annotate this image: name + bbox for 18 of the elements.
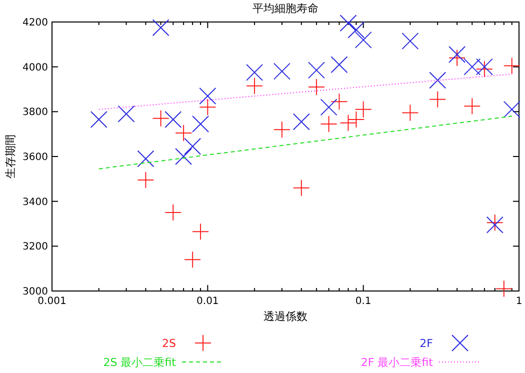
legend-label: 2F 最小二乗fit [360, 356, 434, 369]
x-tick-label: 1 [516, 296, 522, 307]
legend-label: 2S [162, 336, 176, 350]
x-tick-label: 0.1 [355, 296, 372, 307]
x-tick-label: 0.001 [38, 296, 66, 307]
y-tick-label: 3800 [22, 107, 48, 118]
chart-title: 平均細胞寿命 [252, 2, 318, 15]
y-axis-title: 生存期間 [4, 134, 17, 178]
y-tick-label: 3200 [22, 242, 48, 253]
y-tick-label: 3000 [22, 286, 48, 298]
y-tick-label: 4000 [22, 62, 48, 74]
x-axis-title: 透過係数 [264, 310, 308, 323]
legend-label: 2F [420, 336, 433, 350]
y-tick-label: 3400 [22, 196, 48, 208]
y-tick-label: 3600 [22, 152, 48, 163]
y-tick-label: 4200 [22, 18, 48, 28]
legend-label: 2S 最小二乗fit [103, 356, 177, 369]
x-tick-label: 0.01 [196, 296, 219, 307]
